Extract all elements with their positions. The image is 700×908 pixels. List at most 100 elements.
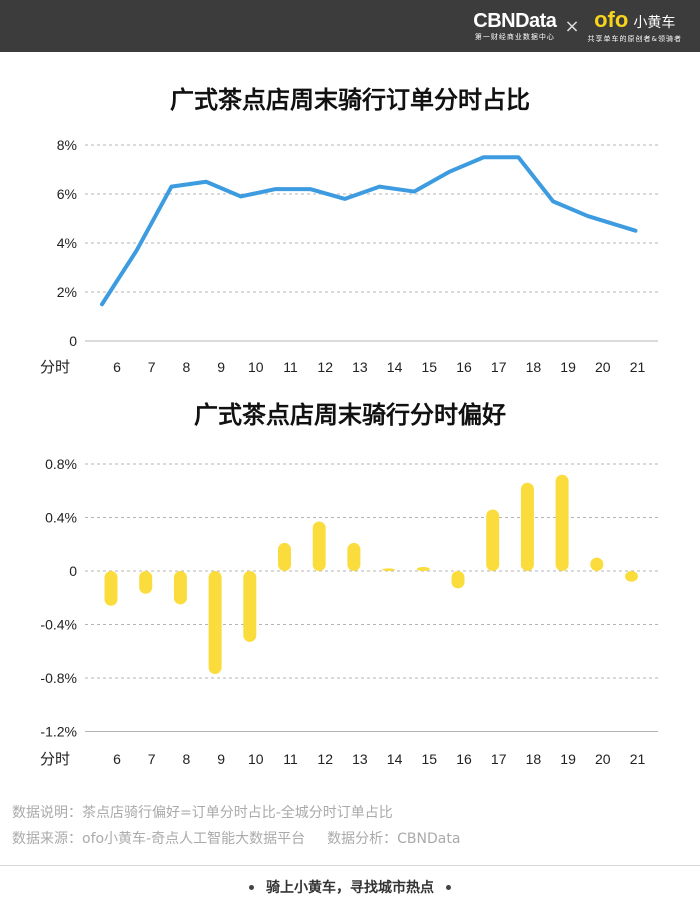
bullet-dot-icon [249, 884, 254, 890]
y-tick-label: -1.2% [40, 724, 77, 740]
data-point [170, 186, 172, 188]
x-tick-label: 18 [526, 359, 542, 375]
data-point [587, 215, 589, 217]
x-tick-label: 20 [595, 751, 611, 767]
bar [347, 542, 361, 571]
bar [382, 568, 396, 571]
x-tick-label: 6 [113, 359, 121, 375]
y-tick-label: 0 [69, 333, 77, 349]
x-tick-label: 15 [422, 359, 438, 375]
bar [278, 542, 291, 571]
data-source-line: 数据来源：ofo小黄车-奇点人工智能大数据平台 数据分析：CBNData [12, 826, 460, 852]
cbndata-logo-text: CBNData [473, 10, 557, 32]
cbndata-logo-subtitle: 第一财经商业数据中心 [474, 33, 555, 41]
bar-chart-title: 广式茶点店周末骑行分时偏好 [194, 401, 506, 429]
x-tick-label: 16 [456, 751, 472, 767]
bar [520, 482, 534, 571]
x-tick-label: 19 [560, 751, 576, 767]
ofo-logo-text: ofo [594, 6, 629, 32]
x-tick-label: 14 [387, 751, 403, 767]
x-tick-label: 6 [113, 751, 121, 767]
data-point [379, 186, 381, 188]
ofo-logo-subtitle: 共享单车的原创者&领骑者 [587, 34, 682, 43]
x-tick-label: 9 [217, 751, 225, 767]
x-tick-label: 10 [248, 359, 264, 375]
bar [104, 571, 118, 606]
series-line [100, 155, 638, 307]
bar-chart: 0.8% 0.4% 0 -0.4% -0.8% -1.2% 分时 6 7 8 9 10 11 12 13 14… [40, 456, 658, 768]
data-point [517, 156, 519, 158]
footer: 骑上小黄车，寻找城市热点 [0, 865, 700, 908]
x-tick-label: 9 [217, 359, 225, 375]
bar [139, 571, 153, 594]
y-tick-label: 0.4% [45, 510, 77, 526]
data-point [448, 171, 450, 173]
y-tick-label: 8% [57, 137, 77, 153]
bar [243, 571, 257, 642]
x-tick-label: 13 [352, 751, 368, 767]
line-chart-title: 广式茶点店周末骑行订单分时占比 [170, 86, 530, 114]
data-point [101, 303, 103, 305]
x-tick-label: 19 [560, 359, 576, 375]
y-tick-label: 2% [57, 284, 77, 300]
x-tick-label: 7 [148, 751, 156, 767]
x-tick-label: 20 [595, 359, 611, 375]
data-point [275, 188, 276, 190]
y-tick-label: -0.8% [40, 670, 77, 686]
data-definition-note: 数据说明：茶点店骑行偏好=订单分时占比-全城分时订单占比 [12, 805, 393, 821]
footer-slogan: 骑上小黄车，寻找城市热点 [266, 880, 434, 896]
data-point [205, 181, 207, 183]
cross-icon: × [564, 15, 580, 37]
cbndata-logo: CBNData 第一财经商业数据中心 [473, 10, 557, 42]
bar [555, 474, 569, 571]
y-tick-label: 4% [57, 235, 77, 251]
y-tick-label: -0.4% [40, 617, 77, 633]
data-analysis-note: 数据分析：CBNData [327, 831, 461, 847]
data-point [344, 198, 346, 200]
data-point [635, 230, 636, 232]
x-tick-label: 10 [248, 751, 264, 767]
x-tick-label: 7 [148, 359, 156, 375]
x-tick-label: 11 [283, 359, 298, 375]
y-tick-label: 0 [69, 563, 77, 579]
bullet-dot-icon [446, 884, 451, 890]
x-tick-label: 14 [387, 359, 403, 375]
data-source-note: 数据来源：ofo小黄车-奇点人工智能大数据平台 [12, 831, 306, 847]
x-tick-label: 11 [283, 751, 298, 767]
line-chart: 0 2% 4% 6% 8% 分时 6 7 8 9 10 11 12 13 14 15 16 17 18 19 20 21 [40, 137, 658, 376]
x-tick-label: 17 [491, 359, 507, 375]
data-notes: 数据说明：茶点店骑行偏好=订单分时占比-全城分时订单占比 数据来源：ofo小黄车… [12, 800, 460, 852]
x-tick-label: 13 [352, 359, 368, 375]
data-point [136, 249, 138, 251]
brand-logos: CBNData 第一财经商业数据中心 × ofo 小黄车 共享单车的原创者&领骑… [473, 6, 682, 46]
x-tick-label: 16 [456, 359, 472, 375]
y-tick-label: 6% [57, 186, 77, 202]
bar [590, 557, 604, 571]
bar [416, 566, 430, 571]
x-tick-label: 21 [630, 359, 646, 375]
data-point [413, 191, 415, 193]
ofo-logo: ofo 小黄车 共享单车的原创者&领骑者 [587, 6, 682, 44]
x-tick-label: 18 [526, 751, 542, 767]
x-tick-label: 12 [317, 751, 333, 767]
y-tick-label: 0.8% [45, 456, 77, 472]
bar [451, 571, 465, 589]
bar [173, 571, 187, 605]
x-tick-label: 8 [183, 751, 191, 767]
bar [312, 521, 326, 571]
header-bar: CBNData 第一财经商业数据中心 × ofo 小黄车 共享单车的原创者&领骑… [0, 0, 700, 52]
data-point [483, 156, 485, 158]
bar [208, 571, 222, 674]
x-axis-label: 分时 [40, 750, 70, 768]
x-tick-label: 21 [630, 751, 646, 767]
data-point [552, 200, 554, 202]
x-tick-label: 8 [183, 359, 191, 375]
data-point [240, 195, 242, 197]
ofo-brand-name: 小黄车 [633, 14, 676, 31]
bar [486, 509, 500, 571]
x-axis-label: 分时 [40, 358, 70, 376]
bar [625, 571, 638, 582]
x-tick-label: 15 [422, 751, 438, 767]
data-point [309, 188, 311, 190]
x-tick-label: 12 [317, 359, 333, 375]
